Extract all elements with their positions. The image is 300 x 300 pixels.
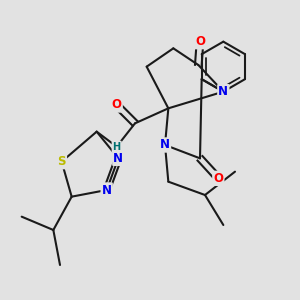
Text: O: O [112,98,122,112]
Text: N: N [218,85,228,98]
Text: O: O [213,172,223,185]
Text: N: N [160,139,170,152]
Text: S: S [57,155,66,168]
Text: N: N [102,184,112,196]
Text: N: N [113,152,123,165]
Text: O: O [195,35,205,48]
Text: H: H [112,142,121,152]
